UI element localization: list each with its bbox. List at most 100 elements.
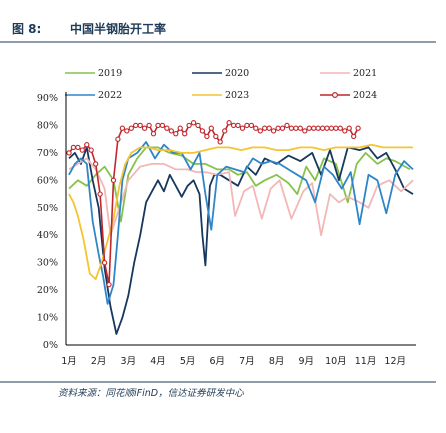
legend-label: 2019: [98, 68, 122, 79]
series-layer: [66, 120, 414, 335]
legend-label: 2022: [98, 90, 122, 101]
data-point-2024: [266, 125, 272, 131]
data-point-2024: [275, 125, 281, 131]
data-point-2024: [186, 122, 192, 129]
data-point-2024: [270, 128, 277, 134]
data-point-2024: [235, 122, 241, 129]
source-note: 资料来源：同花顺iFinD，信达证券研发中心: [58, 387, 244, 399]
y-tick-label: 10%: [37, 313, 58, 324]
legend-label: 2020: [225, 68, 249, 79]
legend-label: 2024: [353, 90, 377, 101]
data-point-2024: [97, 191, 103, 197]
data-point-2024: [288, 125, 295, 131]
series-line-2020: [68, 146, 414, 335]
data-point-2024: [262, 125, 268, 131]
x-tick-label: 6月: [210, 356, 226, 367]
series-line-2019: [68, 146, 411, 223]
y-axis: 0% 10% 20% 30% 40% 50% 60% 70% 80% 90%: [37, 93, 58, 351]
x-axis: 1月 2月 3月 4月 5月 6月 7月 8月 9月 10月 11月 12月: [61, 356, 406, 367]
data-point-2024: [146, 122, 152, 129]
data-point-2024: [226, 120, 232, 126]
x-tick-label: 9月: [298, 356, 314, 367]
x-tick-label: 2月: [91, 356, 107, 367]
data-point-2024: [204, 133, 210, 140]
series-2020: [68, 146, 414, 335]
series-line-2022: [68, 141, 414, 305]
data-point-2024: [324, 125, 330, 131]
legend-entry-2019: 2019: [65, 68, 122, 79]
x-tick-label: 11月: [355, 356, 377, 367]
data-point-2024: [66, 150, 72, 156]
data-point-2024: [79, 147, 85, 153]
data-point-2024: [284, 122, 290, 129]
data-point-2024: [93, 161, 99, 167]
data-point-2024: [293, 125, 299, 131]
y-tick-label: 80%: [37, 120, 58, 131]
x-tick-label: 8月: [269, 356, 285, 367]
data-point-2024: [217, 139, 223, 145]
data-point-2024: [141, 125, 148, 131]
x-tick-label: 10月: [325, 356, 347, 367]
data-point-2024: [328, 125, 335, 131]
data-point-2024: [279, 125, 286, 131]
series-line-2023: [68, 143, 413, 280]
data-point-2024: [70, 144, 77, 151]
data-point-2024: [137, 122, 143, 129]
data-point-2024: [119, 125, 126, 131]
data-point-2024: [311, 125, 317, 131]
x-tick-label: 3月: [121, 356, 137, 367]
series-2021: [68, 157, 414, 237]
data-point-2024: [84, 142, 90, 148]
y-tick-label: 90%: [37, 93, 58, 104]
data-point-2024: [239, 125, 246, 131]
data-point-2024: [101, 260, 108, 266]
data-point-2024: [128, 125, 134, 131]
data-point-2024: [351, 133, 357, 140]
data-point-2024: [333, 125, 339, 131]
data-point-2024: [110, 177, 117, 183]
y-tick-label: 20%: [37, 285, 58, 296]
data-point-2024: [342, 128, 348, 134]
data-point-2024: [230, 122, 237, 129]
data-point-2024: [315, 125, 321, 131]
data-point-2024: [150, 131, 157, 137]
y-tick-label: 60%: [37, 175, 58, 186]
data-point-2024: [208, 125, 214, 131]
y-tick-label: 70%: [37, 148, 58, 159]
data-point-2024: [302, 128, 308, 134]
y-tick-label: 0%: [43, 340, 58, 351]
data-point-2024: [297, 125, 303, 131]
data-point-2024: [337, 125, 343, 131]
data-point-2024: [164, 125, 170, 131]
data-point-2024: [199, 128, 206, 134]
data-point-2024: [177, 125, 183, 131]
data-point-2024: [253, 125, 259, 131]
x-tick-label: 7月: [239, 356, 255, 367]
x-tick-label: 1月: [61, 356, 77, 367]
data-point-2024: [133, 122, 139, 129]
legend-entry-2023: 2023: [192, 90, 249, 101]
series-2024: [66, 120, 361, 288]
legend-entry-2021: 2021: [320, 68, 377, 79]
data-point-2024: [346, 125, 352, 131]
y-tick-label: 40%: [37, 230, 58, 241]
legend-entry-2022: 2022: [65, 90, 122, 101]
x-tick-label: 12月: [384, 356, 406, 367]
data-point-2024: [115, 136, 121, 142]
data-point-2024: [173, 131, 179, 137]
data-point-2024: [182, 131, 188, 137]
data-point-2024: [155, 122, 161, 129]
data-point-2024: [244, 122, 250, 129]
legend-entry-2024: 2024: [320, 90, 377, 101]
legend-entry-2020: 2020: [192, 68, 249, 79]
series-2022: [68, 141, 414, 305]
data-point-2024: [248, 122, 255, 129]
data-point-2024: [306, 125, 312, 131]
legend-label: 2021: [353, 68, 377, 79]
series-2019: [68, 146, 411, 223]
legend-marker: [332, 91, 339, 98]
data-point-2024: [159, 122, 166, 129]
legend: 2019 2020 2021 2022 2023 2024: [65, 68, 377, 101]
data-point-2024: [195, 122, 201, 129]
